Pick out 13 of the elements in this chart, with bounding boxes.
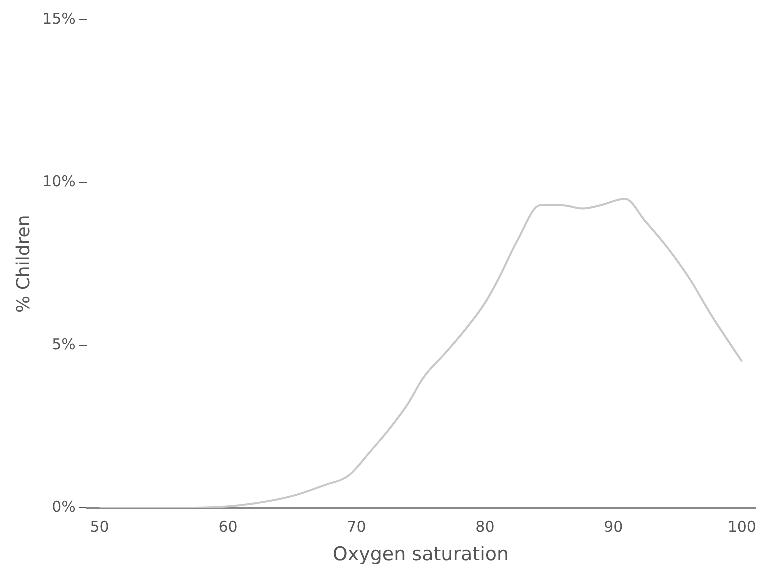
x-tick-label: 50 <box>90 518 110 536</box>
y-tick-label: 10% <box>42 172 76 191</box>
line-series <box>98 198 744 508</box>
y-tick-label: 5% <box>52 335 76 354</box>
y-tick-label: 0% <box>52 498 76 516</box>
x-axis-title: Oxygen saturation <box>332 544 510 566</box>
x-tick-label: 80 <box>476 518 495 536</box>
x-tick-label: 70 <box>347 518 366 536</box>
x-tick-label: 100 <box>728 518 756 536</box>
x-tick-label: 90 <box>604 518 624 536</box>
x-tick-label: 60 <box>218 518 238 536</box>
y-tick-label: 15% <box>42 10 76 28</box>
y-axis-title: % Children <box>13 215 34 313</box>
